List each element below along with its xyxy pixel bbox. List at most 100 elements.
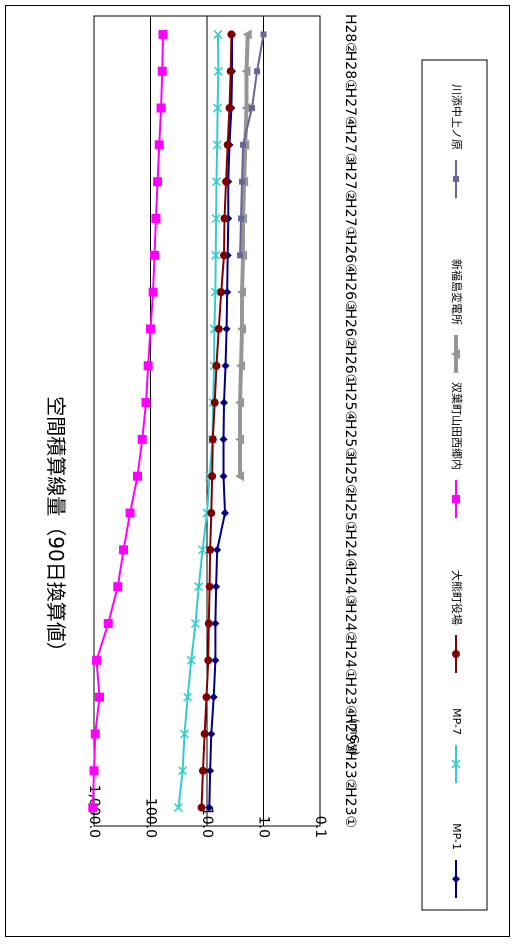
x-tick-label: H25① [342, 493, 358, 534]
data-point [173, 803, 183, 813]
y-axis-unit-label: (mGy) [347, 718, 361, 755]
x-tick-label: H25③ [342, 419, 358, 460]
y-tick-label: 100.0 [143, 798, 159, 838]
data-point [222, 324, 231, 333]
x-axis-ticks: H23①H23②H23③H23④H24①H24②H24③H24④H25①H25②… [342, 14, 358, 828]
data-point [94, 692, 104, 702]
data-point [220, 214, 229, 223]
data-point [143, 361, 153, 371]
data-point [90, 729, 100, 739]
legend-item: 川添中上ノ原 [450, 84, 464, 198]
y-tick-label: 0.1 [312, 816, 328, 838]
x-tick-label: H24② [342, 603, 358, 644]
data-point [197, 545, 208, 555]
x-tick-label: H24① [342, 640, 358, 681]
legend-marker [452, 495, 460, 503]
data-point [226, 67, 235, 76]
series-line [197, 30, 236, 812]
legend-marker [451, 349, 460, 359]
data-point [190, 618, 200, 629]
data-point [198, 766, 207, 775]
legend-label: MP-7 [450, 708, 463, 735]
data-point [205, 582, 214, 591]
data-point [217, 288, 226, 297]
x-tick-label: H24④ [342, 529, 358, 570]
x-tick-label: H27④ [342, 88, 358, 129]
data-point [207, 509, 216, 518]
data-point [242, 29, 252, 40]
data-point [204, 656, 213, 665]
data-point [137, 434, 147, 444]
data-point [206, 545, 215, 554]
data-point [248, 105, 255, 112]
data-point [213, 66, 223, 76]
data-point [235, 434, 245, 445]
data-point [211, 213, 221, 224]
data-point [132, 471, 142, 481]
x-tick-label: H25④ [342, 382, 358, 423]
data-point [156, 103, 166, 113]
x-tick-label: H23① [342, 787, 358, 828]
data-point [235, 397, 245, 408]
data-point [197, 803, 206, 812]
data-point [222, 177, 231, 186]
data-point [210, 398, 219, 407]
data-point [208, 472, 217, 481]
x-tick-label: H25② [342, 456, 358, 497]
data-point [219, 435, 228, 444]
data-point [154, 140, 164, 150]
data-point [212, 582, 221, 591]
x-tick-label: H27③ [342, 124, 358, 165]
data-point [238, 215, 245, 222]
data-point [92, 655, 102, 665]
legend-label: 大熊町役場 [450, 570, 464, 625]
data-point [186, 655, 196, 665]
data-point [223, 140, 232, 149]
data-point [141, 398, 151, 408]
legend-marker [452, 650, 460, 658]
data-point [202, 693, 211, 702]
data-point [237, 323, 247, 334]
data-point [221, 361, 230, 370]
series-path [200, 34, 233, 808]
legend-label: 双葉町山田西郷内 [450, 382, 464, 470]
series-path [91, 34, 165, 808]
data-point [158, 29, 168, 39]
data-point [225, 104, 234, 113]
series-line [88, 29, 168, 813]
y-tick-label: 10.0 [199, 807, 215, 838]
data-point [179, 729, 190, 739]
data-point [88, 803, 98, 813]
data-point [214, 324, 223, 333]
data-point [240, 141, 247, 148]
data-point [119, 545, 129, 555]
legend-item: MP-7 [450, 708, 463, 783]
data-point [237, 252, 244, 259]
data-point [210, 287, 220, 297]
data-point [206, 766, 215, 775]
data-point [219, 472, 228, 481]
legend-item: 双葉町山田西郷内 [450, 382, 464, 518]
data-point [212, 140, 222, 150]
x-tick-label: H26③ [342, 272, 358, 313]
x-tick-label: H28② [342, 14, 358, 55]
data-point [239, 178, 246, 185]
data-point [205, 803, 214, 812]
data-point [151, 214, 161, 223]
chart-title: 空間積算線量（90日換算値） [44, 396, 68, 661]
legend-item: 新福島変電所 [450, 259, 464, 373]
data-point [212, 361, 221, 370]
data-point [113, 582, 123, 592]
data-point [149, 250, 159, 260]
data-point [213, 29, 223, 39]
data-point [146, 324, 155, 334]
data-point [209, 693, 218, 702]
data-point [213, 103, 223, 113]
x-tick-label: H27② [342, 161, 358, 202]
series-layer [88, 29, 267, 813]
data-point [207, 729, 216, 738]
data-point [157, 66, 167, 76]
data-point [211, 250, 221, 260]
